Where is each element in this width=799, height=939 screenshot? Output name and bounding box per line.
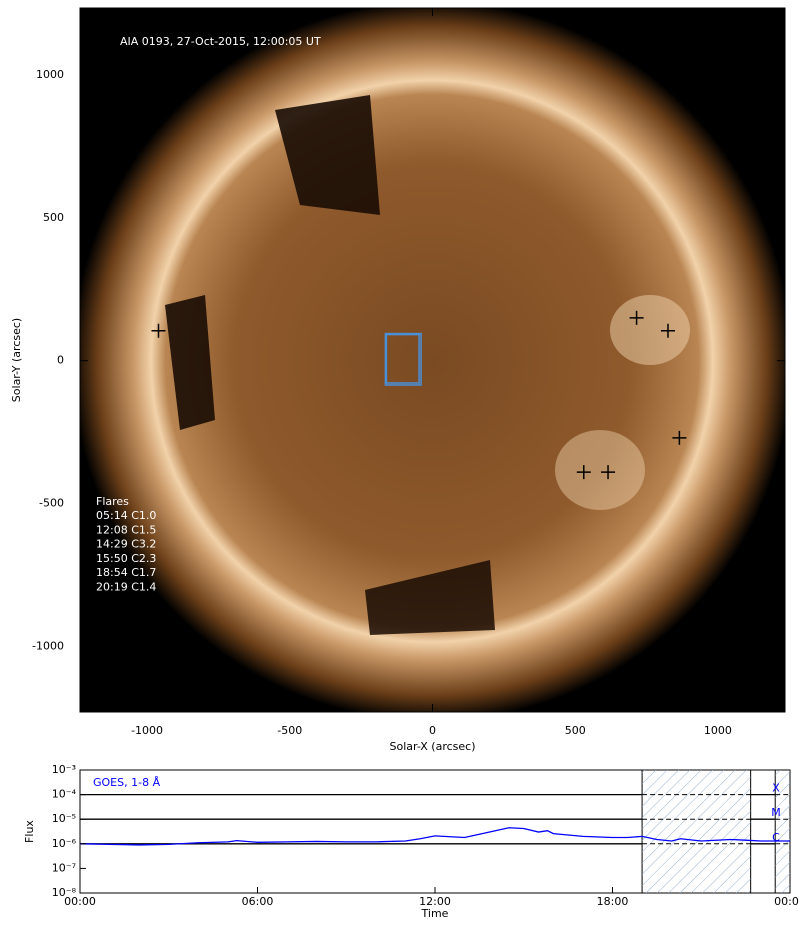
y-tick-label: 500	[43, 211, 64, 224]
x-axis-label: Time	[421, 907, 449, 920]
x-tick-label: 12:00	[419, 895, 451, 908]
region-box	[384, 332, 422, 386]
class-label: M	[771, 806, 781, 819]
x-tick-label: 18:00	[597, 895, 629, 908]
flare-entry: 14:29 C3.2	[96, 538, 156, 551]
flare-marker	[601, 465, 616, 480]
y-tick-label: 0	[57, 354, 64, 367]
y-axis-label: Flux	[23, 820, 36, 843]
shaded-hatch	[642, 770, 751, 893]
flare-entry: 20:19 C1.4	[96, 581, 156, 594]
flare-entry: 05:14 C1.0	[96, 509, 156, 522]
y-tick-label: 1000	[36, 68, 64, 81]
flare-marker	[151, 323, 166, 338]
x-tick-label: 1000	[704, 724, 732, 737]
region-box	[385, 333, 420, 384]
y-tick-label: 10⁻⁴	[52, 788, 77, 801]
y-tick-label: 10⁻⁵	[52, 812, 76, 825]
flare-marker	[660, 323, 675, 338]
class-label: X	[772, 782, 780, 795]
y-tick-label: -500	[39, 497, 64, 510]
y-tick-label: 10⁻⁷	[52, 861, 76, 874]
y-tick-label: 10⁻⁶	[52, 837, 77, 850]
x-tick-label: 500	[565, 724, 586, 737]
y-tick-label: -1000	[32, 639, 64, 652]
flux-line	[79, 827, 790, 846]
legend-label: GOES, 1-8 Å	[93, 776, 161, 789]
x-axis-label: Solar-X (arcsec)	[390, 740, 476, 753]
flares-title: Flares	[96, 495, 129, 508]
y-axis-label: Solar-Y (arcsec)	[10, 318, 23, 402]
y-tick-label: 10⁻⁸	[52, 886, 77, 899]
flare-marker	[672, 430, 687, 445]
class-label: C	[772, 831, 780, 844]
flare-entry: 12:08 C1.5	[96, 523, 156, 536]
x-tick-label: -500	[277, 724, 302, 737]
x-tick-label: 00:00	[774, 895, 799, 908]
sun-image	[80, 8, 785, 712]
flare-marker	[629, 310, 644, 325]
x-tick-label: 0	[429, 724, 436, 737]
flare-entry: 18:54 C1.7	[96, 566, 156, 579]
flare-entry: 15:50 C2.3	[96, 552, 156, 565]
y-tick-label: 10⁻³	[52, 763, 76, 776]
x-tick-label: 06:00	[242, 895, 274, 908]
shaded-hatch	[775, 770, 790, 893]
x-tick-label: -1000	[131, 724, 163, 737]
flare-marker	[576, 465, 591, 480]
annotation: AIA 0193, 27-Oct-2015, 12:00:05 UT	[120, 35, 321, 48]
x-tick-label: 00:00	[64, 895, 96, 908]
